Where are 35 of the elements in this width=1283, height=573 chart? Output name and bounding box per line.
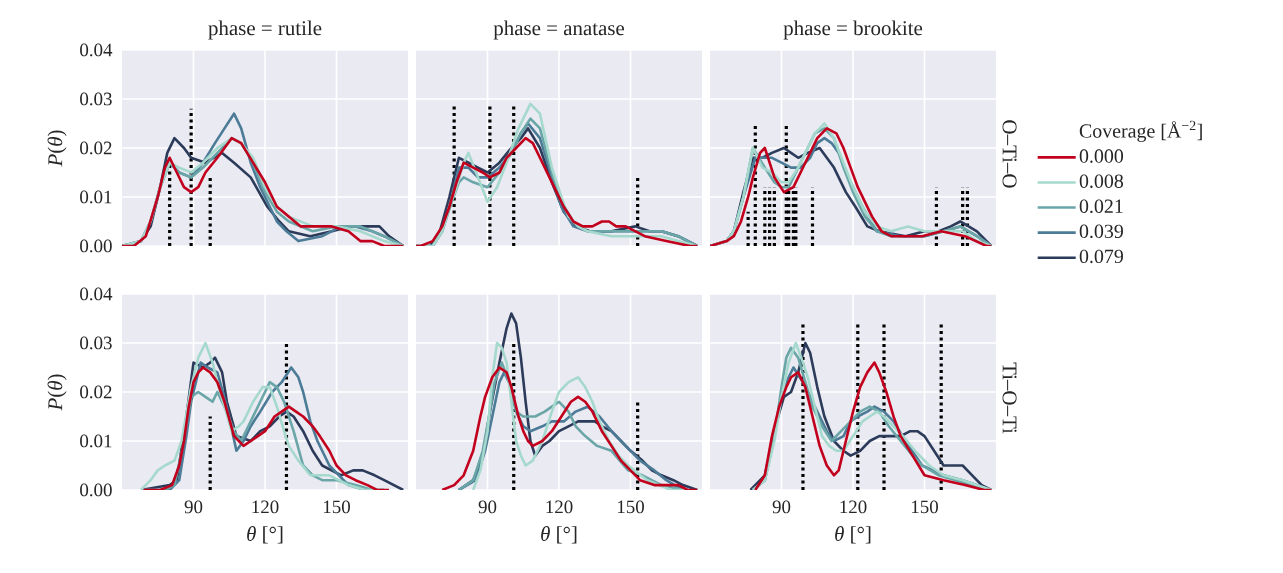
legend-label: 0.039 xyxy=(1079,224,1123,239)
y-tick-label: 0.00 xyxy=(80,483,112,497)
x-tick-label: 120 xyxy=(840,500,867,514)
text: O–Ti–O xyxy=(1002,120,1017,188)
x-tick-label: 90 xyxy=(184,500,203,514)
x-axis-title: θ [°] xyxy=(541,526,577,544)
x-tick-label: 120 xyxy=(546,500,573,514)
chart-title: phase = brookite xyxy=(783,20,923,40)
y-tick-label: 0.04 xyxy=(80,43,113,57)
x-tick-label: 150 xyxy=(911,500,938,514)
y-tick-label: 0.02 xyxy=(80,385,112,399)
y-tick-label: 0.03 xyxy=(80,336,112,350)
x-axis-title: θ [°] xyxy=(247,526,283,544)
y-tick-label: 0.01 xyxy=(80,190,112,204)
legend-title: Coverage [Å$^{−2}$] xyxy=(1079,120,1202,142)
y-tick-label: 0.02 xyxy=(80,141,112,155)
y-tick-label: 0.00 xyxy=(80,239,112,253)
legend-label: 0.021 xyxy=(1079,199,1123,214)
legend-label: 0.008 xyxy=(1079,174,1124,188)
x-tick-label: 90 xyxy=(478,500,497,514)
legend-label: 0.079 xyxy=(1079,249,1123,264)
chart-title: phase = anatase xyxy=(493,20,625,40)
text: Ti–O–Ti xyxy=(1002,362,1017,434)
y-tick-label: 0.04 xyxy=(80,287,113,301)
chart-title: phase = rutile xyxy=(208,20,322,40)
y-tick-label: 0.03 xyxy=(80,92,112,106)
legend-label: 0.000 xyxy=(1079,149,1124,163)
x-tick-label: 120 xyxy=(252,500,279,514)
x-tick-label: 150 xyxy=(617,500,644,514)
x-axis-title: θ [°] xyxy=(835,526,871,544)
y-tick-label: 0.01 xyxy=(80,434,112,448)
y-axis-title: P(θ) xyxy=(47,374,67,411)
y-axis-title: P(θ) xyxy=(47,130,67,167)
x-tick-label: 90 xyxy=(772,500,791,514)
x-tick-label: 150 xyxy=(323,500,350,514)
